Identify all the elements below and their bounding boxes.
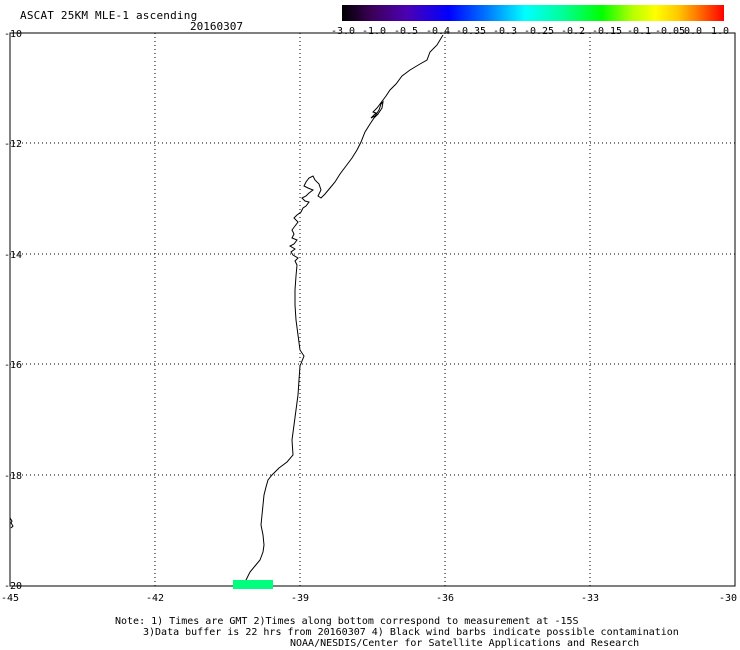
colorbar-label: -0.25	[523, 26, 555, 37]
colorbar-label: -0.1	[626, 26, 652, 37]
lon-label: -30	[719, 593, 737, 604]
lon-label: -39	[291, 593, 309, 604]
coastline-fragment	[9, 517, 14, 529]
colorbar-label: -3.0	[330, 26, 356, 37]
colorbar-label: 1.0	[710, 26, 730, 37]
lon-label: -45	[1, 593, 19, 604]
colorbar-label: -0.2	[560, 26, 586, 37]
coastline	[242, 34, 444, 587]
note-line-2: 3)Data buffer is 22 hrs from 20160307 4)…	[143, 627, 679, 638]
lat-label: -18	[4, 471, 22, 482]
note-line-3: NOAA/NESDIS/Center for Satellite Applica…	[290, 638, 640, 649]
lat-gridlines	[10, 142, 735, 476]
lon-label: -33	[581, 593, 599, 604]
colorbar-label: -0.5	[393, 26, 419, 37]
lat-label: -10	[4, 29, 22, 40]
colorbar	[342, 5, 724, 21]
colorbar-labels: -3.0 -1.0 -0.5 -0.4 -0.35 -0.3 -0.25 -0.…	[330, 26, 740, 38]
wind-data-swatch	[233, 580, 273, 589]
colorbar-label: -0.4	[425, 26, 451, 37]
lon-gridlines	[154, 33, 591, 586]
lat-label: -14	[4, 250, 22, 261]
lon-label: -42	[146, 593, 164, 604]
colorbar-label: 0.0	[683, 26, 703, 37]
product-title: ASCAT 25KM MLE-1 ascending	[20, 9, 198, 22]
lat-label: -20	[4, 581, 22, 592]
colorbar-label: -0.05	[654, 26, 686, 37]
lon-label: -36	[436, 593, 454, 604]
note-line-1: Note: 1) Times are GMT 2)Times along bot…	[115, 616, 579, 627]
lat-label: -12	[4, 139, 22, 150]
colorbar-label: -0.35	[455, 26, 487, 37]
plot-frame	[9, 32, 736, 587]
lat-label: -16	[4, 360, 22, 371]
product-date: 20160307	[190, 20, 243, 33]
colorbar-label: -0.15	[591, 26, 623, 37]
colorbar-label: -0.3	[492, 26, 518, 37]
colorbar-label: -1.0	[361, 26, 387, 37]
